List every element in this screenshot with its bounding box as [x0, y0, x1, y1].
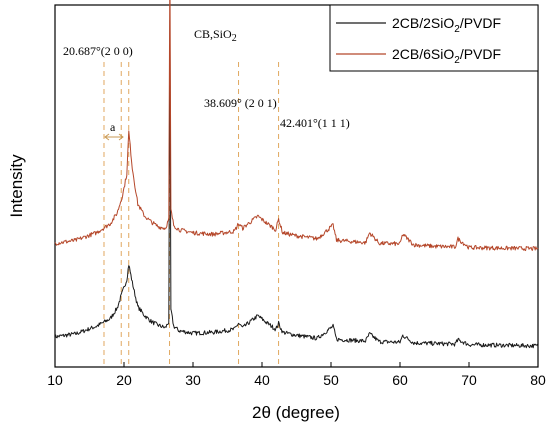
bracket-a-right-arrow — [118, 133, 124, 141]
annotation-cb-sio2-main: CB,SiO — [194, 27, 232, 41]
plot-frame — [54, 4, 539, 368]
legend-label-2-sub: 2 — [454, 55, 460, 66]
x-tick-label: 70 — [461, 372, 477, 388]
annotation-cb-sio2: CB,SiO2 — [194, 27, 237, 44]
x-tick-label: 80 — [530, 372, 546, 388]
x-tick-label: 60 — [392, 372, 408, 388]
x-tick-label: 50 — [323, 372, 339, 388]
x-tick-label: 10 — [47, 372, 63, 388]
bracket-a: a — [104, 120, 124, 141]
x-tick-label: 30 — [185, 372, 201, 388]
legend-box — [329, 4, 539, 72]
legend-label-1-main: 2CB/2SiO — [392, 15, 454, 31]
reference-lines — [103, 62, 280, 367]
series-group — [54, 0, 539, 349]
bracket-a-left-arrow — [104, 133, 110, 141]
x-tick-label: 40 — [254, 372, 270, 388]
legend-label-1-sub: 2 — [454, 24, 460, 35]
series-line-2 — [54, 0, 539, 252]
annotation-peak-200: 20.687°(2 0 0) — [63, 44, 133, 58]
x-axis-ticks: 10 20 30 40 50 60 70 80 — [47, 362, 546, 388]
legend-label-1: 2CB/2SiO2/PVDF — [392, 15, 501, 35]
annotation-peak-111: 42.401°(1 1 1) — [280, 116, 350, 130]
x-axis-title: 2θ (degree) — [252, 403, 340, 422]
bracket-a-label: a — [110, 120, 116, 134]
legend: 2CB/2SiO2/PVDF 2CB/6SiO2/PVDF — [329, 4, 539, 72]
legend-label-2-main: 2CB/6SiO — [392, 46, 454, 62]
x-tick-label: 20 — [116, 372, 132, 388]
annotation-cb-sio2-sub: 2 — [232, 33, 237, 44]
y-axis-title: Intensity — [7, 154, 26, 218]
legend-label-1-tail: /PVDF — [460, 15, 501, 31]
annotation-peak-201: 38.609° (2 0 1) — [204, 96, 277, 110]
legend-label-2: 2CB/6SiO2/PVDF — [392, 46, 501, 66]
legend-label-2-tail: /PVDF — [460, 46, 501, 62]
